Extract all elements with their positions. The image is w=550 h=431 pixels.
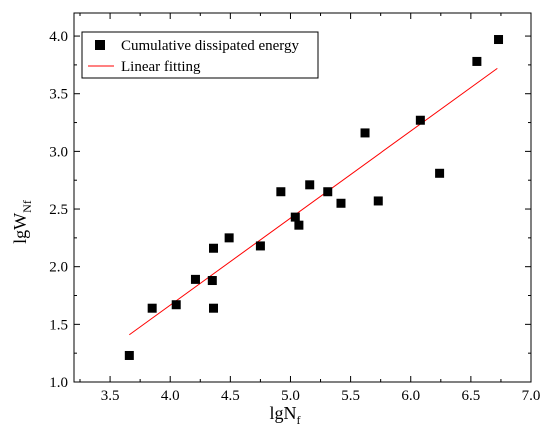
data-point-square	[415, 115, 425, 125]
tick-labels: 3.5 4.0 4.5 5.0 5.5 6.0 6.5 7.0 1.0 1.5 2.0 2.5 3.0 3…	[49, 29, 540, 404]
data-point-square	[124, 350, 134, 360]
legend-label-line: Linear fitting	[121, 59, 201, 75]
x-tick-label: 6.0	[401, 388, 420, 404]
y-tick-label: 3.0	[49, 144, 68, 160]
x-tick-label: 7.0	[522, 388, 541, 404]
fit-line-layer	[129, 67, 498, 336]
legend-box	[81, 31, 319, 79]
x-axis-label-subscript: f	[297, 413, 301, 427]
y-tick-label: 4.0	[49, 29, 68, 45]
data-point-square	[472, 56, 482, 66]
data-point-square	[323, 187, 333, 197]
data-point-square	[294, 220, 304, 230]
data-point-square	[305, 180, 315, 190]
x-tick-label: 5.0	[281, 388, 300, 404]
axis-ticks	[74, 13, 532, 383]
x-tick-label: 4.5	[221, 388, 240, 404]
y-axis-label: lgWNf	[10, 200, 34, 244]
y-tick-label: 2.5	[49, 202, 68, 218]
data-point-square	[209, 303, 219, 313]
data-point-square	[147, 303, 157, 313]
linear-fit-line	[129, 67, 498, 336]
data-point-square	[494, 35, 504, 45]
data-point-square	[171, 300, 181, 310]
data-points-layer	[124, 35, 504, 360]
data-point-square	[373, 196, 383, 206]
legend-label-scatter: Cumulative dissipated energy	[121, 38, 300, 54]
y-tick-label: 3.5	[49, 87, 68, 103]
data-point-square	[209, 243, 219, 253]
plot-area-frame	[73, 12, 532, 383]
y-tick-label: 2.0	[49, 260, 68, 276]
x-axis-label: lgNf	[270, 403, 301, 427]
x-axis-label-main: lgN	[270, 403, 297, 423]
data-point-square	[255, 241, 265, 251]
data-point-square	[276, 187, 286, 197]
data-point-square	[435, 168, 445, 178]
data-point-square	[207, 276, 217, 286]
y-axis-label-main: lgW	[10, 213, 30, 244]
x-tick-label: 3.5	[101, 388, 120, 404]
x-tick-label: 4.0	[161, 388, 180, 404]
data-point-square	[190, 274, 200, 284]
data-point-square	[224, 233, 234, 243]
y-axis-label-subscript: Nf	[20, 200, 34, 213]
data-point-square	[360, 128, 370, 138]
x-tick-label: 6.5	[461, 388, 480, 404]
y-tick-label: 1.5	[49, 317, 68, 333]
data-point-square	[290, 212, 300, 222]
x-tick-label: 5.5	[341, 388, 360, 404]
legend: Cumulative dissipated energy Linear fitt…	[81, 31, 319, 79]
y-tick-label: 1.0	[49, 375, 68, 391]
data-point-square	[336, 198, 346, 208]
legend-square-marker-icon	[95, 40, 105, 50]
